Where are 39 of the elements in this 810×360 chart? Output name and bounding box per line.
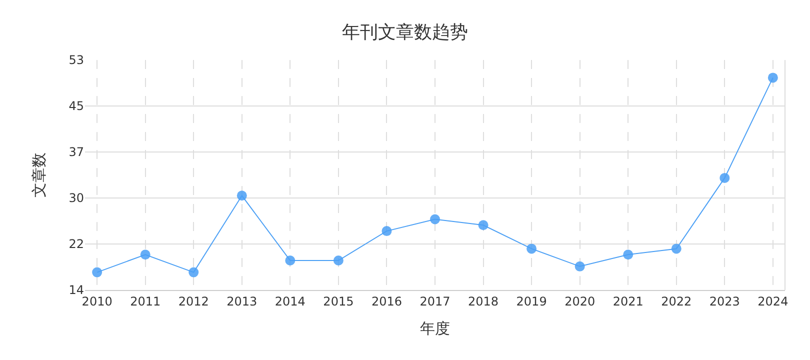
chart-title: 年刊文章数趋势 xyxy=(342,22,468,43)
point xyxy=(140,250,150,260)
y-tick-label: 30 xyxy=(68,191,84,206)
point xyxy=(285,256,296,266)
x-tick-label: 2022 xyxy=(661,294,692,308)
point xyxy=(188,267,199,278)
point xyxy=(430,214,440,224)
point xyxy=(671,244,682,254)
x-tick-label: 2024 xyxy=(758,294,788,308)
x-tick-label: 2011 xyxy=(130,294,161,308)
y-tick-label: 22 xyxy=(68,237,84,252)
x-tick-label: 2013 xyxy=(226,294,258,308)
x-tick-label: 2023 xyxy=(709,294,740,308)
x-axis-title: 年度 xyxy=(420,319,450,338)
x-tick-label: 2020 xyxy=(564,294,596,308)
point xyxy=(623,250,634,260)
x-tick-label: 2014 xyxy=(274,294,306,308)
x-tick-label: 2016 xyxy=(371,294,402,308)
y-tick-label: 53 xyxy=(68,53,84,68)
y-tick-label: 45 xyxy=(68,99,84,114)
y-axis-title: 文章数 xyxy=(30,152,48,198)
point xyxy=(526,244,537,254)
x-tick-label: 2010 xyxy=(82,294,112,308)
point xyxy=(720,172,730,183)
point xyxy=(574,261,585,272)
x-tick-label: 2018 xyxy=(468,294,499,308)
x-tick-label: 2019 xyxy=(516,294,547,308)
y-tick-label: 14 xyxy=(68,283,84,298)
point xyxy=(92,267,102,278)
x-tick-label: 2017 xyxy=(420,294,450,308)
point xyxy=(333,256,344,266)
x-tick-label: 2012 xyxy=(178,294,209,308)
point xyxy=(478,220,488,230)
y-tick-label: 37 xyxy=(68,145,84,160)
x-tick-label: 2015 xyxy=(323,294,354,308)
point xyxy=(768,72,778,83)
point xyxy=(236,190,247,201)
point xyxy=(382,226,392,236)
x-tick-label: 2021 xyxy=(612,294,644,308)
